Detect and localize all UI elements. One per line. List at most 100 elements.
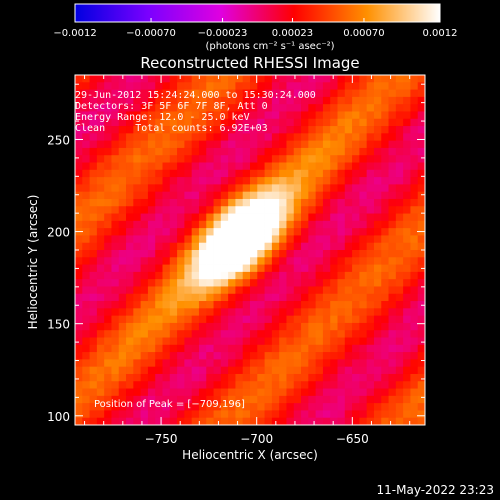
heatmap-cell — [373, 242, 382, 251]
heatmap-cell — [96, 395, 105, 404]
heatmap-cell — [410, 140, 419, 149]
heatmap-cell — [264, 257, 273, 265]
heatmap-cell — [89, 381, 98, 389]
heatmap-cell — [75, 206, 83, 214]
heatmap-cell — [198, 220, 207, 229]
colorbar-tick-label: −0.00023 — [198, 28, 248, 39]
heatmap-cell — [220, 75, 229, 83]
heatmap-cell — [250, 220, 258, 229]
heatmap-cell — [322, 279, 331, 287]
heatmap-cell — [279, 293, 287, 302]
heatmap-cell — [213, 264, 222, 273]
heatmap-cell — [82, 330, 90, 338]
heatmap-cell — [147, 410, 156, 419]
heatmap-cell — [344, 177, 353, 185]
heatmap-cell — [250, 169, 258, 178]
heatmap-cell — [155, 359, 163, 368]
heatmap-cell — [133, 381, 142, 389]
heatmap-cell — [395, 82, 404, 90]
heatmap-cell — [104, 169, 112, 178]
heatmap-cell — [242, 366, 251, 375]
heatmap-cell — [162, 271, 171, 280]
heatmap-cell — [220, 286, 229, 295]
heatmap-cell — [126, 257, 134, 265]
heatmap-cell — [410, 322, 419, 331]
heatmap-cell — [198, 337, 207, 346]
heatmap-cell — [162, 191, 171, 200]
heatmap-cell — [322, 308, 331, 317]
heatmap-cell — [104, 111, 112, 120]
heatmap-cell — [308, 220, 317, 229]
heatmap-cell — [388, 242, 397, 251]
heatmap-cell — [395, 155, 404, 163]
heatmap-cell — [162, 177, 171, 185]
heatmap-cell — [352, 315, 360, 324]
heatmap-cell — [111, 410, 120, 419]
heatmap-cell — [147, 301, 156, 309]
heatmap-cell — [337, 111, 346, 120]
heatmap-cell — [96, 228, 105, 236]
heatmap-cell — [75, 82, 83, 90]
heatmap-cell — [264, 250, 273, 258]
heatmap-cell — [417, 352, 426, 360]
heatmap-cell — [82, 213, 90, 222]
heatmap-cell — [293, 417, 302, 426]
heatmap-cell — [330, 286, 338, 295]
heatmap-cell — [82, 410, 90, 419]
heatmap-cell — [257, 403, 265, 411]
heatmap-cell — [403, 279, 411, 287]
heatmap-cell — [228, 322, 236, 331]
heatmap-cell — [250, 264, 258, 273]
heatmap-cell — [111, 198, 120, 207]
heatmap-cell — [403, 315, 411, 324]
heatmap-cell — [279, 82, 287, 90]
heatmap-cell — [410, 104, 419, 112]
heatmap-cell — [111, 366, 120, 375]
heatmap-cell — [111, 286, 120, 295]
heatmap-cell — [250, 242, 258, 251]
heatmap-cell — [140, 366, 149, 375]
heatmap-cell — [162, 417, 171, 426]
heatmap-cell — [344, 337, 353, 346]
heatmap-cell — [96, 162, 105, 171]
heatmap-cell — [293, 162, 302, 171]
heatmap-cell — [315, 410, 324, 419]
heatmap-cell — [82, 322, 90, 331]
heatmap-cell — [388, 177, 397, 185]
heatmap-cell — [191, 381, 200, 389]
heatmap-cell — [140, 352, 149, 360]
heatmap-cell — [322, 271, 331, 280]
heatmap-cell — [162, 235, 171, 244]
heatmap-cell — [118, 213, 127, 222]
heatmap-cell — [104, 403, 112, 411]
heatmap-cell — [191, 271, 200, 280]
heatmap-cell — [126, 250, 134, 258]
heatmap-cell — [322, 395, 331, 404]
heatmap-cell — [206, 395, 214, 404]
heatmap-cell — [403, 220, 411, 229]
heatmap-cell — [359, 366, 368, 375]
heatmap-cell — [257, 118, 265, 127]
heatmap-cell — [359, 330, 368, 338]
heatmap-cell — [410, 177, 419, 185]
heatmap-cell — [198, 250, 207, 258]
heatmap-cell — [82, 308, 90, 317]
heatmap-cell — [228, 147, 236, 156]
heatmap-cell — [264, 111, 273, 120]
heatmap-cell — [330, 169, 338, 178]
heatmap-cell — [75, 359, 83, 368]
heatmap-cell — [359, 147, 368, 156]
heatmap-cell — [162, 118, 171, 127]
heatmap-cell — [220, 352, 229, 360]
heatmap-cell — [373, 250, 382, 258]
heatmap-cell — [381, 213, 389, 222]
heatmap-cell — [155, 403, 163, 411]
heatmap-cell — [315, 403, 324, 411]
heatmap-cell — [286, 75, 295, 83]
heatmap-cell — [286, 213, 295, 222]
heatmap-cell — [111, 177, 120, 185]
heatmap-cell — [330, 330, 338, 338]
heatmap-cell — [366, 220, 375, 229]
heatmap-cell — [257, 169, 265, 178]
heatmap-cell — [228, 271, 236, 280]
